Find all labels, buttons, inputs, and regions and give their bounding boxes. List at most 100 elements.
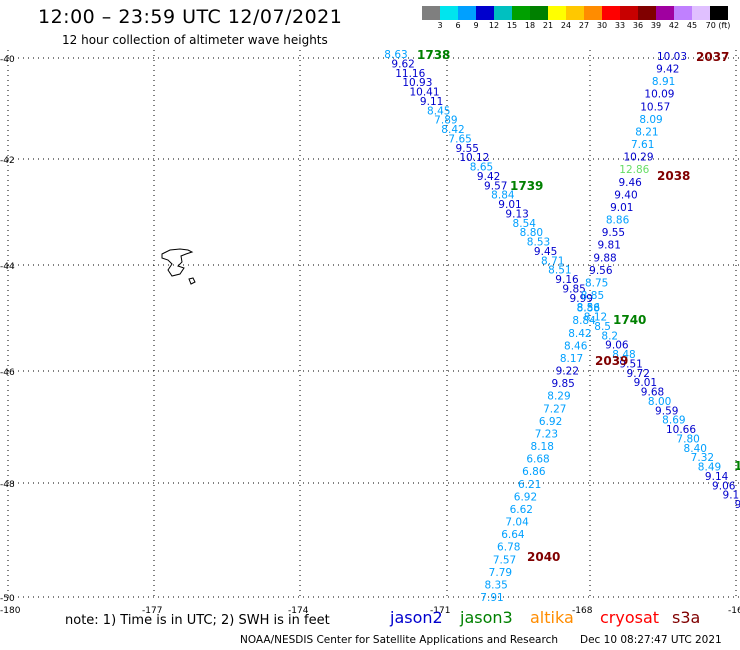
wave-height-value: 9.14 <box>705 471 729 483</box>
wave-height-value: 10.12 <box>459 152 489 164</box>
pass-time-label: 1739 <box>510 179 543 193</box>
mission-altika: altika <box>530 608 574 627</box>
wave-height-value: 7.23 <box>535 428 558 440</box>
wave-height-value: 8.46 <box>564 340 588 352</box>
wave-height-value: 9 <box>735 499 740 511</box>
wave-height-value: 6.92 <box>514 491 537 503</box>
wave-height-value: 8.00 <box>648 396 671 408</box>
wave-height-value: 9.99 <box>570 293 593 305</box>
pass-time-label: 2039 <box>595 354 628 368</box>
wave-height-value: 9.55 <box>456 143 479 155</box>
wave-height-value: 9.16 <box>555 274 579 286</box>
wave-height-value: 9.42 <box>477 171 500 183</box>
wave-height-value: 9.81 <box>598 240 621 252</box>
color-scale-label: 15 <box>506 21 518 30</box>
color-scale-label: 18 <box>524 21 536 30</box>
wave-height-value: 8.2 <box>601 330 618 342</box>
wave-height-value: 6.86 <box>522 466 546 478</box>
wave-height-value: 8.35 <box>484 579 507 591</box>
longitude-label: -168 <box>572 606 593 616</box>
color-scale-label: 9 <box>473 21 479 30</box>
latitude-label: -46 <box>0 368 15 378</box>
color-scale-label: 27 <box>578 21 590 30</box>
wave-height-value: 8.29 <box>547 391 570 403</box>
wave-height-value: 8.63 <box>384 49 407 61</box>
pass-time-labels: 1738 1739 1740 1 2037 2038 2039 2040 <box>417 48 740 564</box>
color-swatch <box>494 6 512 20</box>
mission-s3a: s3a <box>672 608 701 627</box>
mission-cryosat: cryosat <box>600 608 660 627</box>
wave-height-value: 9.11 <box>420 96 443 108</box>
mission-jason2: jason2 <box>390 608 443 627</box>
longitude-label: -16 <box>728 606 740 616</box>
wave-height-value: 6.92 <box>539 416 562 428</box>
credit-line: NOAA/NESDIS Center for Satellite Applica… <box>240 634 558 646</box>
wave-height-value: 12.86 <box>619 164 649 176</box>
wave-height-value: 9.62 <box>391 58 414 70</box>
wave-height-value: 8.17 <box>560 353 583 365</box>
wave-height-value: 8.48 <box>612 349 635 361</box>
wave-height-value: 9.55 <box>602 227 625 239</box>
longitude-label: -174 <box>288 606 309 616</box>
longitude-label: -171 <box>430 606 450 616</box>
color-swatch <box>476 6 494 20</box>
wave-height-value: 9.59 <box>655 405 678 417</box>
map-subtitle: 12 hour collection of altimeter wave hei… <box>62 33 328 47</box>
wave-height-value: 8.49 <box>698 462 721 474</box>
wave-height-value: 6.78 <box>497 542 520 554</box>
color-scale-label: 21 <box>542 21 554 30</box>
wave-height-value: 8.84 <box>491 190 515 202</box>
wave-height-value: 9.85 <box>551 378 574 390</box>
wave-height-value: 7.04 <box>505 517 529 529</box>
color-scale-label: 33 <box>614 21 626 30</box>
wave-height-value: 8.18 <box>531 441 554 453</box>
color-swatch <box>512 6 530 20</box>
wave-height-value: 10.57 <box>640 101 670 113</box>
color-scale-label: 24 <box>560 21 572 30</box>
latitude-label: -40 <box>0 55 15 65</box>
wave-height-value: 8.51 <box>548 265 571 277</box>
wave-height-value: 8.56 <box>577 302 601 314</box>
map-title: 12:00 – 23:59 UTC 12/07/2021 <box>38 6 343 28</box>
latitude-label: -42 <box>0 156 15 166</box>
altimeter-track-b: 10.039.428.9110.0910.578.098.217.6110.29… <box>480 51 687 604</box>
color-swatch <box>530 6 548 20</box>
latitude-label: -50 <box>0 594 15 604</box>
wave-height-value: 6.68 <box>526 454 549 466</box>
longitude-label: -177 <box>142 606 162 616</box>
wave-height-value: 10.41 <box>409 87 439 99</box>
wave-height-value: 9.06 <box>605 340 629 352</box>
wave-height-value: 11.16 <box>395 68 425 80</box>
wave-height-value: 8.54 <box>513 218 537 230</box>
wave-height-value: 9.68 <box>641 387 664 399</box>
pass-time-label: 2038 <box>657 169 690 183</box>
wave-height-value: 8.5 <box>594 321 611 333</box>
wave-height-value: 10.03 <box>657 51 687 63</box>
color-scale-label: 12 <box>488 21 500 30</box>
color-swatch <box>638 6 656 20</box>
wave-height-value: 8.75 <box>585 277 608 289</box>
wave-height-value: 8.21 <box>635 126 658 138</box>
wave-height-value: 8.53 <box>527 237 550 249</box>
wave-height-value: 9.88 <box>593 252 616 264</box>
wave-height-value: 10.09 <box>644 89 674 101</box>
color-scale-legend: 3 6 9 12 15 18 21 24 27 30 33 36 39 42 45 70 (ft) <box>422 6 730 30</box>
wave-height-value: 8.40 <box>684 443 707 455</box>
color-swatch <box>602 6 620 20</box>
wave-height-value: 6.64 <box>501 529 525 541</box>
wave-height-value: 7.32 <box>691 452 714 464</box>
color-scale-label: 30 <box>596 21 608 30</box>
wave-height-value: 9.01 <box>634 377 657 389</box>
color-swatch <box>692 6 710 20</box>
wave-height-value: 8.42 <box>568 328 591 340</box>
pass-time-label: 1 <box>734 459 740 473</box>
wave-height-value: 8.42 <box>441 124 464 136</box>
color-swatch <box>548 6 566 20</box>
latitude-label: -44 <box>0 262 15 272</box>
wave-height-value: 7.27 <box>543 403 566 415</box>
latitude-label: -48 <box>0 480 15 490</box>
wave-height-value: 7.57 <box>493 554 516 566</box>
wave-height-value: 8.88 <box>577 303 600 315</box>
color-swatch <box>440 6 458 20</box>
wave-height-value: 8.12 <box>584 312 607 324</box>
